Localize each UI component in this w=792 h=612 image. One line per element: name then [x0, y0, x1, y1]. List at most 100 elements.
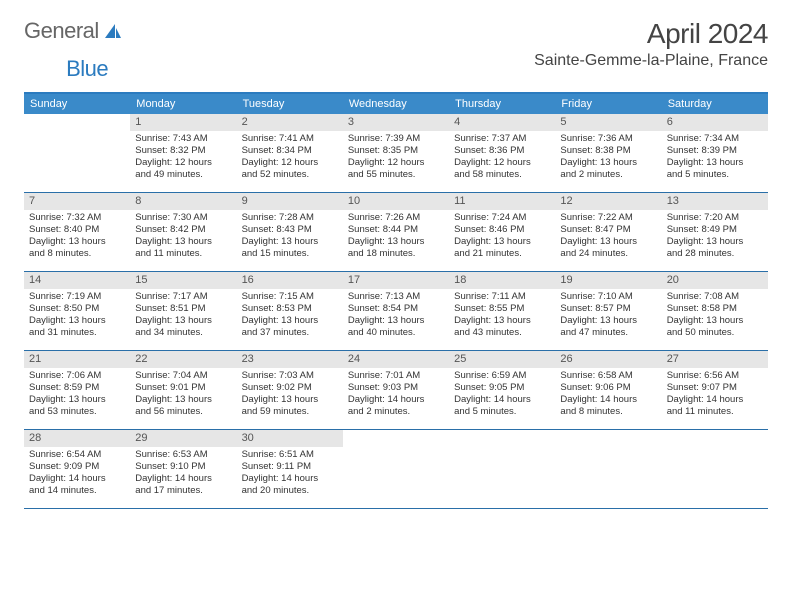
day-cell: 25Sunrise: 6:59 AMSunset: 9:05 PMDayligh…: [449, 351, 555, 429]
sunset-text: Sunset: 9:07 PM: [667, 382, 763, 394]
day-body: Sunrise: 7:20 AMSunset: 8:49 PMDaylight:…: [662, 210, 768, 264]
sunset-text: Sunset: 9:09 PM: [29, 461, 125, 473]
day-body: Sunrise: 7:13 AMSunset: 8:54 PMDaylight:…: [343, 289, 449, 343]
daylight-text: and 49 minutes.: [135, 169, 231, 181]
daylight-text: and 50 minutes.: [667, 327, 763, 339]
daylight-text: Daylight: 13 hours: [135, 236, 231, 248]
logo-text-1: General: [24, 18, 99, 44]
daylight-text: and 11 minutes.: [667, 406, 763, 418]
sunrise-text: Sunrise: 7:13 AM: [348, 291, 444, 303]
dow-cell: Monday: [130, 94, 236, 114]
sunrise-text: Sunrise: 7:30 AM: [135, 212, 231, 224]
dow-cell: Sunday: [24, 94, 130, 114]
sunrise-text: Sunrise: 6:59 AM: [454, 370, 550, 382]
daylight-text: and 40 minutes.: [348, 327, 444, 339]
day-cell: 16Sunrise: 7:15 AMSunset: 8:53 PMDayligh…: [237, 272, 343, 350]
daylight-text: and 31 minutes.: [29, 327, 125, 339]
daylight-text: and 20 minutes.: [242, 485, 338, 497]
sunset-text: Sunset: 8:51 PM: [135, 303, 231, 315]
day-cell: 24Sunrise: 7:01 AMSunset: 9:03 PMDayligh…: [343, 351, 449, 429]
sunset-text: Sunset: 8:32 PM: [135, 145, 231, 157]
day-number: 10: [343, 193, 449, 210]
daylight-text: Daylight: 13 hours: [135, 394, 231, 406]
daylight-text: and 2 minutes.: [348, 406, 444, 418]
daylight-text: and 53 minutes.: [29, 406, 125, 418]
dow-cell: Wednesday: [343, 94, 449, 114]
day-body: Sunrise: 6:58 AMSunset: 9:06 PMDaylight:…: [555, 368, 661, 422]
day-cell: 21Sunrise: 7:06 AMSunset: 8:59 PMDayligh…: [24, 351, 130, 429]
day-body: Sunrise: 7:04 AMSunset: 9:01 PMDaylight:…: [130, 368, 236, 422]
day-body: Sunrise: 7:34 AMSunset: 8:39 PMDaylight:…: [662, 131, 768, 185]
daylight-text: Daylight: 13 hours: [242, 315, 338, 327]
sunrise-text: Sunrise: 7:03 AM: [242, 370, 338, 382]
daylight-text: and 8 minutes.: [560, 406, 656, 418]
day-body: Sunrise: 6:59 AMSunset: 9:05 PMDaylight:…: [449, 368, 555, 422]
day-body: Sunrise: 7:10 AMSunset: 8:57 PMDaylight:…: [555, 289, 661, 343]
location-text: Sainte-Gemme-la-Plaine, France: [534, 52, 768, 70]
daylight-text: Daylight: 12 hours: [242, 157, 338, 169]
daylight-text: Daylight: 14 hours: [348, 394, 444, 406]
sunrise-text: Sunrise: 6:56 AM: [667, 370, 763, 382]
day-cell-blank: [555, 430, 661, 508]
daylight-text: Daylight: 13 hours: [560, 236, 656, 248]
calendar-page: General April 2024 Sainte-Gemme-la-Plain…: [0, 0, 792, 527]
sunset-text: Sunset: 8:44 PM: [348, 224, 444, 236]
sunrise-text: Sunrise: 6:58 AM: [560, 370, 656, 382]
sunrise-text: Sunrise: 7:08 AM: [667, 291, 763, 303]
daylight-text: Daylight: 12 hours: [135, 157, 231, 169]
sunrise-text: Sunrise: 7:20 AM: [667, 212, 763, 224]
day-number: 24: [343, 351, 449, 368]
day-cell: 5Sunrise: 7:36 AMSunset: 8:38 PMDaylight…: [555, 114, 661, 192]
week-row: 7Sunrise: 7:32 AMSunset: 8:40 PMDaylight…: [24, 193, 768, 272]
day-cell: 12Sunrise: 7:22 AMSunset: 8:47 PMDayligh…: [555, 193, 661, 271]
day-body: Sunrise: 7:08 AMSunset: 8:58 PMDaylight:…: [662, 289, 768, 343]
sunset-text: Sunset: 8:55 PM: [454, 303, 550, 315]
sunset-text: Sunset: 8:49 PM: [667, 224, 763, 236]
sunset-text: Sunset: 8:42 PM: [135, 224, 231, 236]
day-number: 12: [555, 193, 661, 210]
sunset-text: Sunset: 8:34 PM: [242, 145, 338, 157]
sunrise-text: Sunrise: 7:01 AM: [348, 370, 444, 382]
day-cell: 26Sunrise: 6:58 AMSunset: 9:06 PMDayligh…: [555, 351, 661, 429]
day-cell-blank: [662, 430, 768, 508]
day-cell: 19Sunrise: 7:10 AMSunset: 8:57 PMDayligh…: [555, 272, 661, 350]
sunset-text: Sunset: 8:43 PM: [242, 224, 338, 236]
daylight-text: Daylight: 14 hours: [29, 473, 125, 485]
daylight-text: and 24 minutes.: [560, 248, 656, 260]
sunset-text: Sunset: 9:10 PM: [135, 461, 231, 473]
day-cell: 2Sunrise: 7:41 AMSunset: 8:34 PMDaylight…: [237, 114, 343, 192]
daylight-text: and 14 minutes.: [29, 485, 125, 497]
day-body: Sunrise: 7:24 AMSunset: 8:46 PMDaylight:…: [449, 210, 555, 264]
sunset-text: Sunset: 9:06 PM: [560, 382, 656, 394]
day-cell: 3Sunrise: 7:39 AMSunset: 8:35 PMDaylight…: [343, 114, 449, 192]
day-cell: 7Sunrise: 7:32 AMSunset: 8:40 PMDaylight…: [24, 193, 130, 271]
day-number: 19: [555, 272, 661, 289]
day-cell: 30Sunrise: 6:51 AMSunset: 9:11 PMDayligh…: [237, 430, 343, 508]
daylight-text: Daylight: 13 hours: [242, 236, 338, 248]
sunset-text: Sunset: 8:36 PM: [454, 145, 550, 157]
day-number: 11: [449, 193, 555, 210]
daylight-text: Daylight: 12 hours: [454, 157, 550, 169]
day-cell: 6Sunrise: 7:34 AMSunset: 8:39 PMDaylight…: [662, 114, 768, 192]
day-body: Sunrise: 7:28 AMSunset: 8:43 PMDaylight:…: [237, 210, 343, 264]
sunrise-text: Sunrise: 7:06 AM: [29, 370, 125, 382]
day-cell: 8Sunrise: 7:30 AMSunset: 8:42 PMDaylight…: [130, 193, 236, 271]
day-body: Sunrise: 6:54 AMSunset: 9:09 PMDaylight:…: [24, 447, 130, 501]
sunrise-text: Sunrise: 7:24 AM: [454, 212, 550, 224]
daylight-text: and 21 minutes.: [454, 248, 550, 260]
dow-cell: Friday: [555, 94, 661, 114]
day-number: 1: [130, 114, 236, 131]
week-row: 21Sunrise: 7:06 AMSunset: 8:59 PMDayligh…: [24, 351, 768, 430]
daylight-text: and 5 minutes.: [454, 406, 550, 418]
daylight-text: and 52 minutes.: [242, 169, 338, 181]
daylight-text: and 34 minutes.: [135, 327, 231, 339]
daylight-text: and 47 minutes.: [560, 327, 656, 339]
day-number: 22: [130, 351, 236, 368]
day-body: Sunrise: 7:43 AMSunset: 8:32 PMDaylight:…: [130, 131, 236, 185]
day-body: Sunrise: 7:26 AMSunset: 8:44 PMDaylight:…: [343, 210, 449, 264]
daylight-text: Daylight: 13 hours: [454, 236, 550, 248]
dow-cell: Tuesday: [237, 94, 343, 114]
sunrise-text: Sunrise: 7:43 AM: [135, 133, 231, 145]
day-number: 17: [343, 272, 449, 289]
sunset-text: Sunset: 9:02 PM: [242, 382, 338, 394]
